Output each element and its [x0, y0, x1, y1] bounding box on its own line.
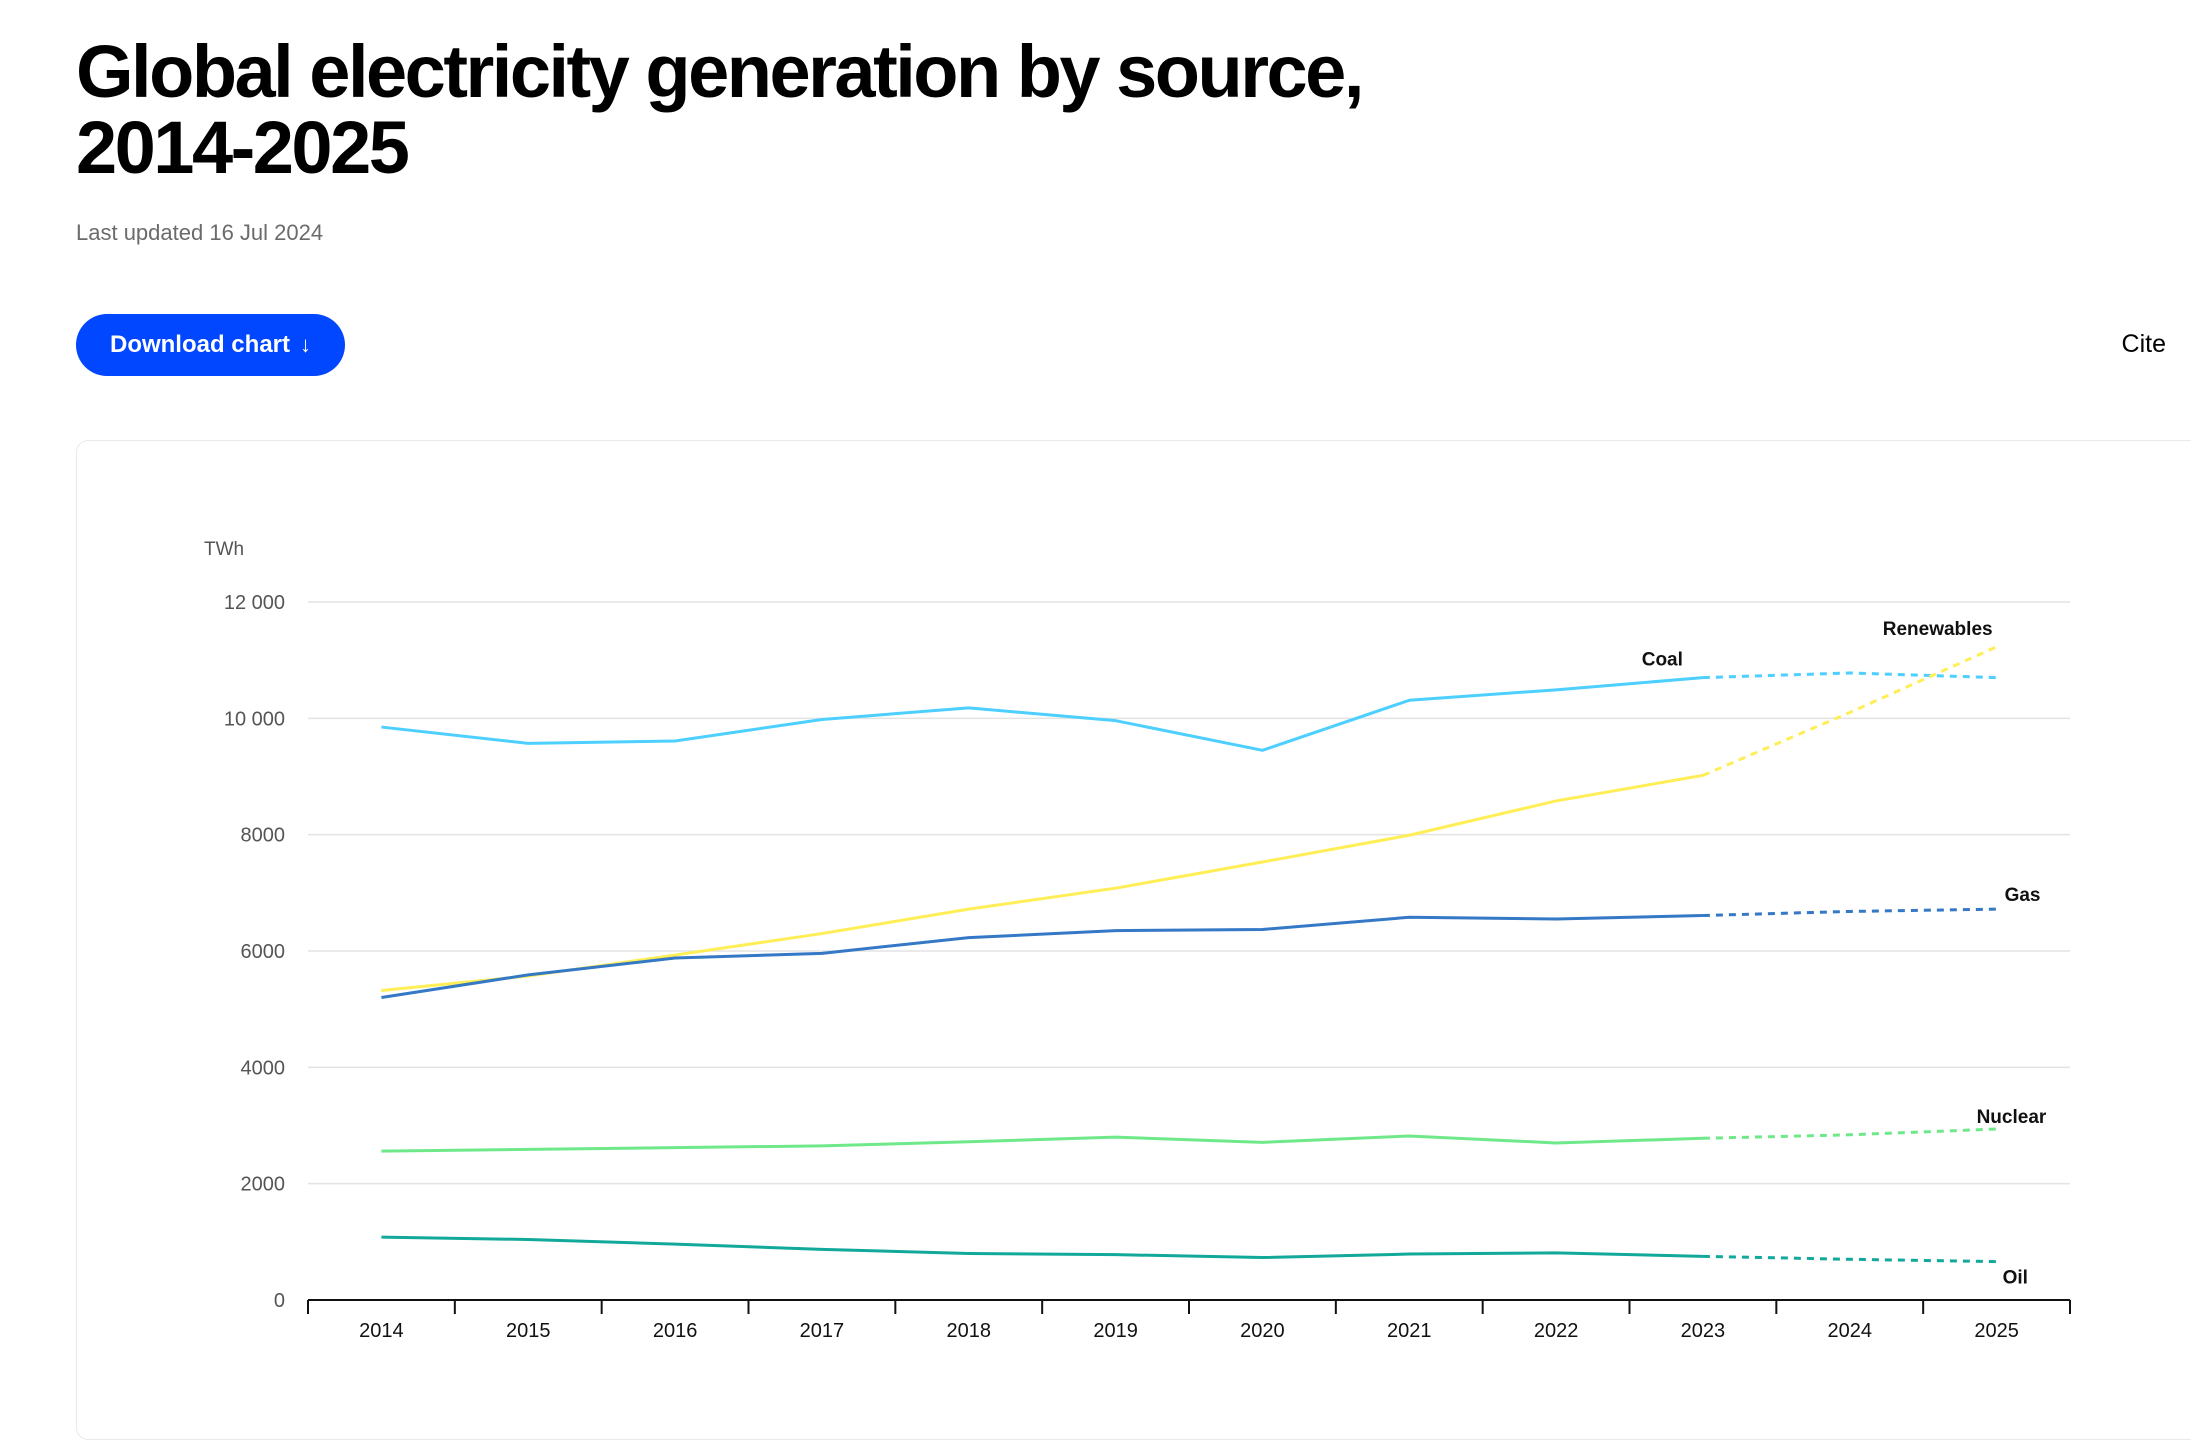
chart-card: TWh 0 2000 4000 6000 8000 10 000 12 000 2014 2015…: [76, 440, 2191, 1440]
y-tick-label: 12 000: [224, 592, 285, 614]
x-tick-label: 2022: [1534, 1320, 1579, 1342]
x-tick-label: 2021: [1387, 1320, 1432, 1342]
series-line-nuclear: [381, 1136, 1703, 1151]
x-tick-label: 2015: [506, 1320, 551, 1342]
page-title-line-1: Global electricity generation by source,: [76, 30, 1362, 113]
y-tick-label: 6000: [241, 941, 286, 963]
page-title-line-2: 2014-2025: [76, 106, 407, 189]
y-tick-label: 4000: [241, 1057, 286, 1079]
cite-link[interactable]: Cite: [2122, 330, 2166, 359]
y-tick-label: 10 000: [224, 708, 285, 730]
series-label-coal: Coal: [1642, 650, 1683, 671]
x-tick-label: 2024: [1828, 1320, 1873, 1342]
series-label-renewables: Renewables: [1883, 619, 1993, 640]
x-tick-label: 2016: [653, 1320, 698, 1342]
series-label-nuclear: Nuclear: [1977, 1107, 2047, 1128]
line-chart: TWh 0 2000 4000 6000 8000 10 000 12 000 2014 2015…: [77, 441, 2191, 1441]
x-tick-label: 2019: [1093, 1320, 1138, 1342]
x-tick-label: 2017: [800, 1320, 845, 1342]
series-line-renewables: [381, 775, 1703, 990]
x-tick-label: 2020: [1240, 1320, 1285, 1342]
arrow-down-icon: ↓: [300, 332, 311, 358]
series-label-gas: Gas: [2005, 885, 2041, 906]
last-updated-text: Last updated 16 Jul 2024: [76, 220, 323, 246]
series-forecast-coal: [1703, 673, 1997, 678]
page-title: Global electricity generation by source,…: [76, 34, 1476, 186]
series-line-gas: [381, 916, 1703, 998]
download-chart-button[interactable]: Download chart ↓: [76, 314, 345, 376]
series-line-oil: [381, 1237, 1703, 1257]
series-forecast-renewables: [1703, 647, 1997, 776]
y-axis-unit: TWh: [204, 539, 244, 560]
x-tick-label: 2018: [947, 1320, 992, 1342]
y-tick-label: 8000: [241, 825, 286, 847]
y-tick-label: 2000: [241, 1174, 286, 1196]
series-forecast-nuclear: [1703, 1129, 1997, 1138]
series-forecast-gas: [1703, 909, 1997, 915]
x-tick-label: 2025: [1974, 1320, 2019, 1342]
series-line-coal: [381, 678, 1703, 751]
series-label-oil: Oil: [2003, 1268, 2028, 1289]
x-tick-label: 2023: [1681, 1320, 1726, 1342]
y-tick-label: 0: [274, 1290, 285, 1312]
series-forecast-oil: [1703, 1256, 1997, 1261]
x-tick-label: 2014: [359, 1320, 404, 1342]
download-chart-label: Download chart: [110, 331, 290, 359]
